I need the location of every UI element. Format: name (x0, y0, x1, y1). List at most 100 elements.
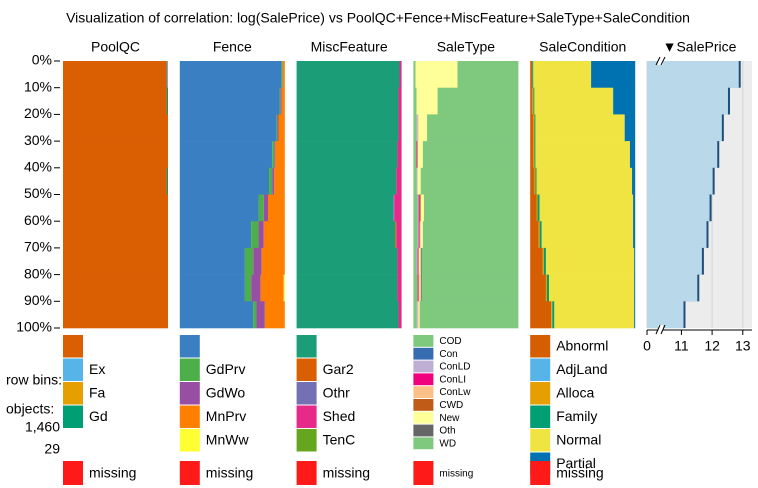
bin-segment (253, 247, 262, 275)
bin-segment (281, 87, 285, 115)
bin-segment (422, 141, 519, 169)
legend-swatch (413, 437, 434, 450)
legend-label: missing (89, 465, 136, 481)
bin-segment (166, 87, 168, 115)
y-tick-label: 10% (24, 78, 52, 94)
legend-swatch (530, 461, 551, 485)
bin-segment (63, 167, 167, 195)
bin-segment (427, 114, 519, 142)
bin-segment (421, 247, 519, 275)
bin-segment (417, 301, 419, 329)
bin-segment (624, 114, 636, 142)
legend-label: ConLD (439, 362, 470, 373)
bin-segment (413, 61, 416, 88)
bin-segment (629, 141, 636, 169)
legend-swatch (530, 429, 551, 452)
bin-segment (591, 61, 636, 88)
rows-per-bin: 29 (44, 441, 60, 457)
bin-segment (417, 167, 421, 195)
bin-segment (244, 247, 254, 275)
bin-segment (296, 167, 397, 195)
bin-segment (396, 167, 402, 195)
bin-segment (423, 194, 519, 222)
bin-segment (397, 141, 402, 169)
bin-segment (530, 274, 546, 302)
legend-label: New (439, 413, 460, 424)
bin-segment (457, 61, 519, 88)
bin-segment (296, 114, 399, 142)
bin-segment (251, 221, 259, 249)
legend-label: AdjLand (556, 361, 607, 377)
bin-segment (413, 221, 418, 249)
bin-segment (420, 194, 424, 222)
bar (647, 87, 729, 115)
bin-segment (418, 194, 420, 222)
bin-segment (277, 114, 279, 142)
bar (647, 301, 685, 329)
bar (647, 274, 699, 302)
bin-segment (533, 141, 535, 169)
bin-segment (417, 221, 419, 249)
bin-segment (283, 274, 285, 302)
bin-segment (530, 194, 537, 222)
bin-segment (399, 61, 402, 88)
column-header: SaleType (437, 39, 496, 55)
y-tick-label: 100% (16, 319, 52, 335)
bin-segment (538, 221, 540, 249)
bin-segment (420, 247, 422, 275)
bin-segment (536, 194, 538, 222)
bin-segment (416, 167, 418, 195)
legend-swatch (63, 358, 83, 381)
bin-segment (534, 87, 614, 115)
axis-break (655, 324, 661, 335)
legend-swatch (296, 429, 317, 452)
bin-segment (413, 141, 417, 169)
bin-segment (418, 274, 420, 302)
axis-break (655, 56, 661, 66)
bin-segment (393, 194, 395, 222)
bin-segment (63, 194, 168, 222)
y-tick-label: 70% (24, 239, 52, 255)
bin-segment (263, 221, 285, 249)
bin-segment (398, 301, 402, 329)
bin-segment (179, 61, 282, 88)
bin-segment (166, 61, 168, 88)
bin-segment (543, 247, 546, 275)
bin-segment (413, 114, 417, 142)
legend-swatch (179, 358, 200, 381)
legend-swatch (413, 360, 434, 373)
bin-segment (530, 87, 533, 115)
bin-segment (420, 167, 519, 195)
bin-segment (413, 167, 417, 195)
bin-segment (179, 301, 254, 329)
bin-segment (253, 301, 257, 329)
bin-segment (534, 141, 536, 169)
bar (647, 221, 708, 249)
bin-segment (296, 247, 398, 275)
bin-segment (530, 221, 539, 249)
column-header: SaleCondition (539, 39, 626, 55)
bin-segment (530, 141, 534, 169)
column-header: MiscFeature (311, 39, 388, 55)
legend-label: Alloca (556, 384, 594, 400)
y-tick-label: 40% (24, 159, 52, 175)
bin-segment (533, 61, 592, 88)
legend-label: missing (206, 465, 253, 481)
bin-segment (274, 167, 285, 195)
bin-segment (545, 274, 547, 302)
y-tick-label: 80% (24, 265, 52, 281)
bin-segment (179, 114, 277, 142)
legend-label: Gd (89, 408, 108, 424)
legend-label: TenC (323, 431, 356, 447)
column-header: PoolQC (91, 39, 140, 55)
bin-segment (633, 221, 636, 249)
bin-segment (539, 194, 634, 222)
legend-swatch (296, 382, 317, 405)
bar (647, 194, 711, 222)
bin-segment (179, 194, 259, 222)
legend-label: missing (556, 465, 603, 481)
bin-segment (416, 301, 418, 329)
legend-swatch (413, 373, 434, 386)
bin-segment (534, 114, 536, 142)
